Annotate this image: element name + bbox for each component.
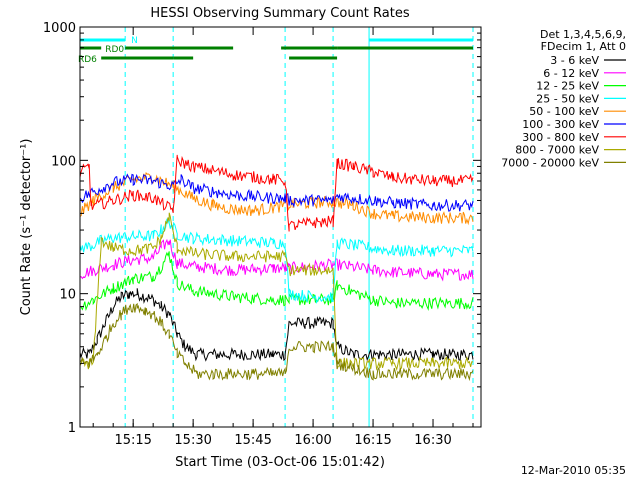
x-tick-label-3: 16:00 xyxy=(294,433,331,448)
y-tick-label-3: 1000 xyxy=(43,21,76,36)
legend-label-4: 50 - 100 keV xyxy=(529,105,599,118)
series-line-6 xyxy=(79,154,474,232)
series-line-3 xyxy=(79,217,474,304)
legend-label-5: 100 - 300 keV xyxy=(522,118,599,131)
flag-label-3: RD6 xyxy=(78,55,97,65)
x-axis-label: Start Time (03-Oct-06 15:01:42) xyxy=(175,455,385,470)
series-line-1 xyxy=(79,238,474,282)
legend-label-6: 300 - 800 keV xyxy=(522,131,599,144)
legend-label-1: 6 - 12 keV xyxy=(543,67,599,80)
legend-label-7: 800 - 7000 keV xyxy=(515,144,599,157)
series-line-5 xyxy=(79,173,474,212)
date-stamp: 12-Mar-2010 05:35 xyxy=(521,464,626,477)
x-tick-label-5: 16:30 xyxy=(414,433,451,448)
legend: Det 1,3,4,5,6,9,FDecim 1, Att 03 - 6 keV… xyxy=(501,28,626,169)
chart-title: HESSI Observing Summary Count Rates xyxy=(150,6,409,21)
x-tick-label-0: 15:15 xyxy=(114,433,151,448)
legend-header-0: Det 1,3,4,5,6,9, xyxy=(540,28,626,41)
x-tick-label-2: 15:45 xyxy=(234,433,271,448)
series-line-4 xyxy=(79,172,474,226)
legend-label-0: 3 - 6 keV xyxy=(550,54,599,67)
y-axis-label: Count Rate (s⁻¹ detector⁻¹) xyxy=(19,139,34,316)
x-tick-label-1: 15:30 xyxy=(174,433,211,448)
axes xyxy=(79,26,482,428)
plot-area: N RD0 RD6 xyxy=(78,27,474,427)
series-line-8 xyxy=(79,302,474,382)
flag-label-0: N xyxy=(131,36,138,46)
x-axis-ticks: 15:15 15:30 15:45 16:00 16:15 16:30 xyxy=(92,27,474,448)
series-line-0 xyxy=(79,288,474,362)
series-line-2 xyxy=(79,251,474,312)
axis-frame xyxy=(79,26,482,428)
x-tick-label-4: 16:15 xyxy=(354,433,391,448)
y-tick-label-0: 1 xyxy=(68,421,76,436)
legend-label-8: 7000 - 20000 keV xyxy=(501,156,599,169)
legend-header-1: FDecim 1, Att 0 xyxy=(541,40,626,53)
series-line-7 xyxy=(79,212,474,372)
flag-label-1: RD0 xyxy=(105,45,124,55)
y-axis-ticks: 1 10 100 1000 xyxy=(43,21,481,436)
y-tick-label-1: 10 xyxy=(59,288,76,303)
y-tick-label-2: 100 xyxy=(51,154,76,169)
legend-label-3: 25 - 50 keV xyxy=(536,92,599,105)
legend-label-2: 12 - 25 keV xyxy=(536,80,599,93)
